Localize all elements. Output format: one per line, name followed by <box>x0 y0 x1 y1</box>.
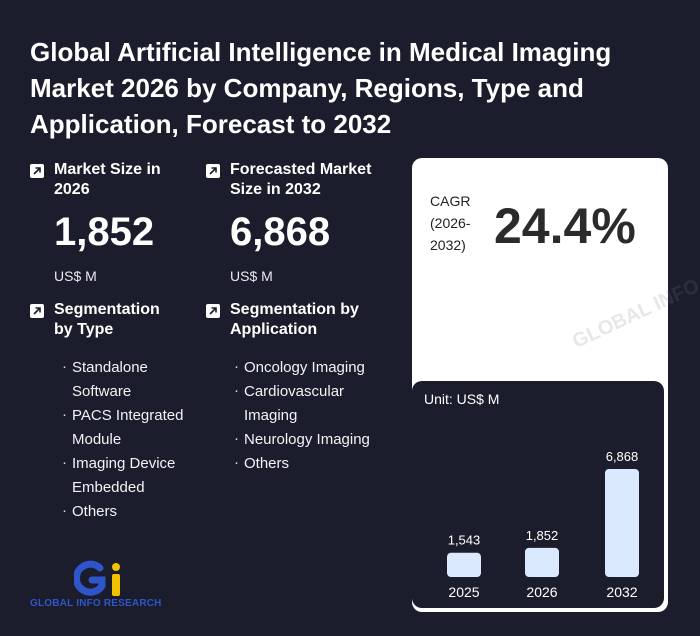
list-item: Standalone Software <box>60 355 200 404</box>
segmentation-type-list: Standalone Software PACS Integrated Modu… <box>60 355 200 524</box>
forecast-size-block: Forecasted Market Size in 2032 6,868 US$… <box>206 160 406 284</box>
list-item: Others <box>232 451 397 476</box>
bar-2026 <box>525 547 559 577</box>
list-item: Neurology Imaging <box>232 427 397 452</box>
cagr-value: 24.4% <box>494 198 636 254</box>
forecast-size-unit: US$ M <box>230 268 273 284</box>
market-size-label: Market Size in 2026 <box>54 161 161 198</box>
forecast-size-label: Forecasted Market Size in 2032 <box>230 161 372 198</box>
market-size-block: Market Size in 2026 1,852 US$ M <box>30 160 190 284</box>
bar-value-label: 1,543 <box>448 533 481 548</box>
segmentation-application-label: Segmentation by Application <box>230 301 359 338</box>
bar-2025 <box>447 552 481 577</box>
list-item: Oncology Imaging <box>232 355 397 380</box>
arrow-icon <box>30 164 44 178</box>
bar-value-label: 6,868 <box>606 449 639 464</box>
logo-mark-icon <box>74 560 120 596</box>
segmentation-type-block: Segmentation by Type Standalone Software… <box>30 300 200 524</box>
list-item: Cardiovascular Imaging <box>232 379 397 428</box>
bar-2032 <box>605 469 639 577</box>
list-item: Others <box>60 499 200 524</box>
logo: GLOBAL INFO RESEARCH <box>30 560 180 612</box>
logo-text: GLOBAL INFO RESEARCH <box>30 598 162 609</box>
cagr-label: CAGR (2026-2032) <box>430 193 471 253</box>
list-item: Imaging Device Embedded <box>60 451 200 500</box>
arrow-icon <box>30 304 44 318</box>
chart-unit-label: Unit: US$ M <box>424 391 500 407</box>
forecast-size-value: 6,868 <box>230 210 331 254</box>
market-size-unit: US$ M <box>54 268 97 284</box>
list-item: PACS Integrated Module <box>60 403 200 452</box>
arrow-icon <box>206 164 220 178</box>
category-label: 2025 <box>448 584 479 600</box>
market-size-value: 1,852 <box>54 210 155 254</box>
category-label: 2032 <box>606 584 637 600</box>
chart-card: Unit: US$ M 1,543 2025 1,852 2026 6,868 2032 <box>412 381 664 608</box>
bar-chart: 1,543 2025 1,852 2026 6,868 2032 <box>447 449 639 600</box>
arrow-icon <box>206 304 220 318</box>
segmentation-type-label: Segmentation by Type <box>54 301 160 338</box>
segmentation-application-list: Oncology Imaging Cardiovascular Imaging … <box>232 355 397 476</box>
segmentation-application-block: Segmentation by Application Oncology Ima… <box>206 300 406 476</box>
page-title: Global Artificial Intelligence in Medica… <box>30 37 612 139</box>
category-label: 2026 <box>526 584 557 600</box>
bar-value-label: 1,852 <box>526 528 559 543</box>
